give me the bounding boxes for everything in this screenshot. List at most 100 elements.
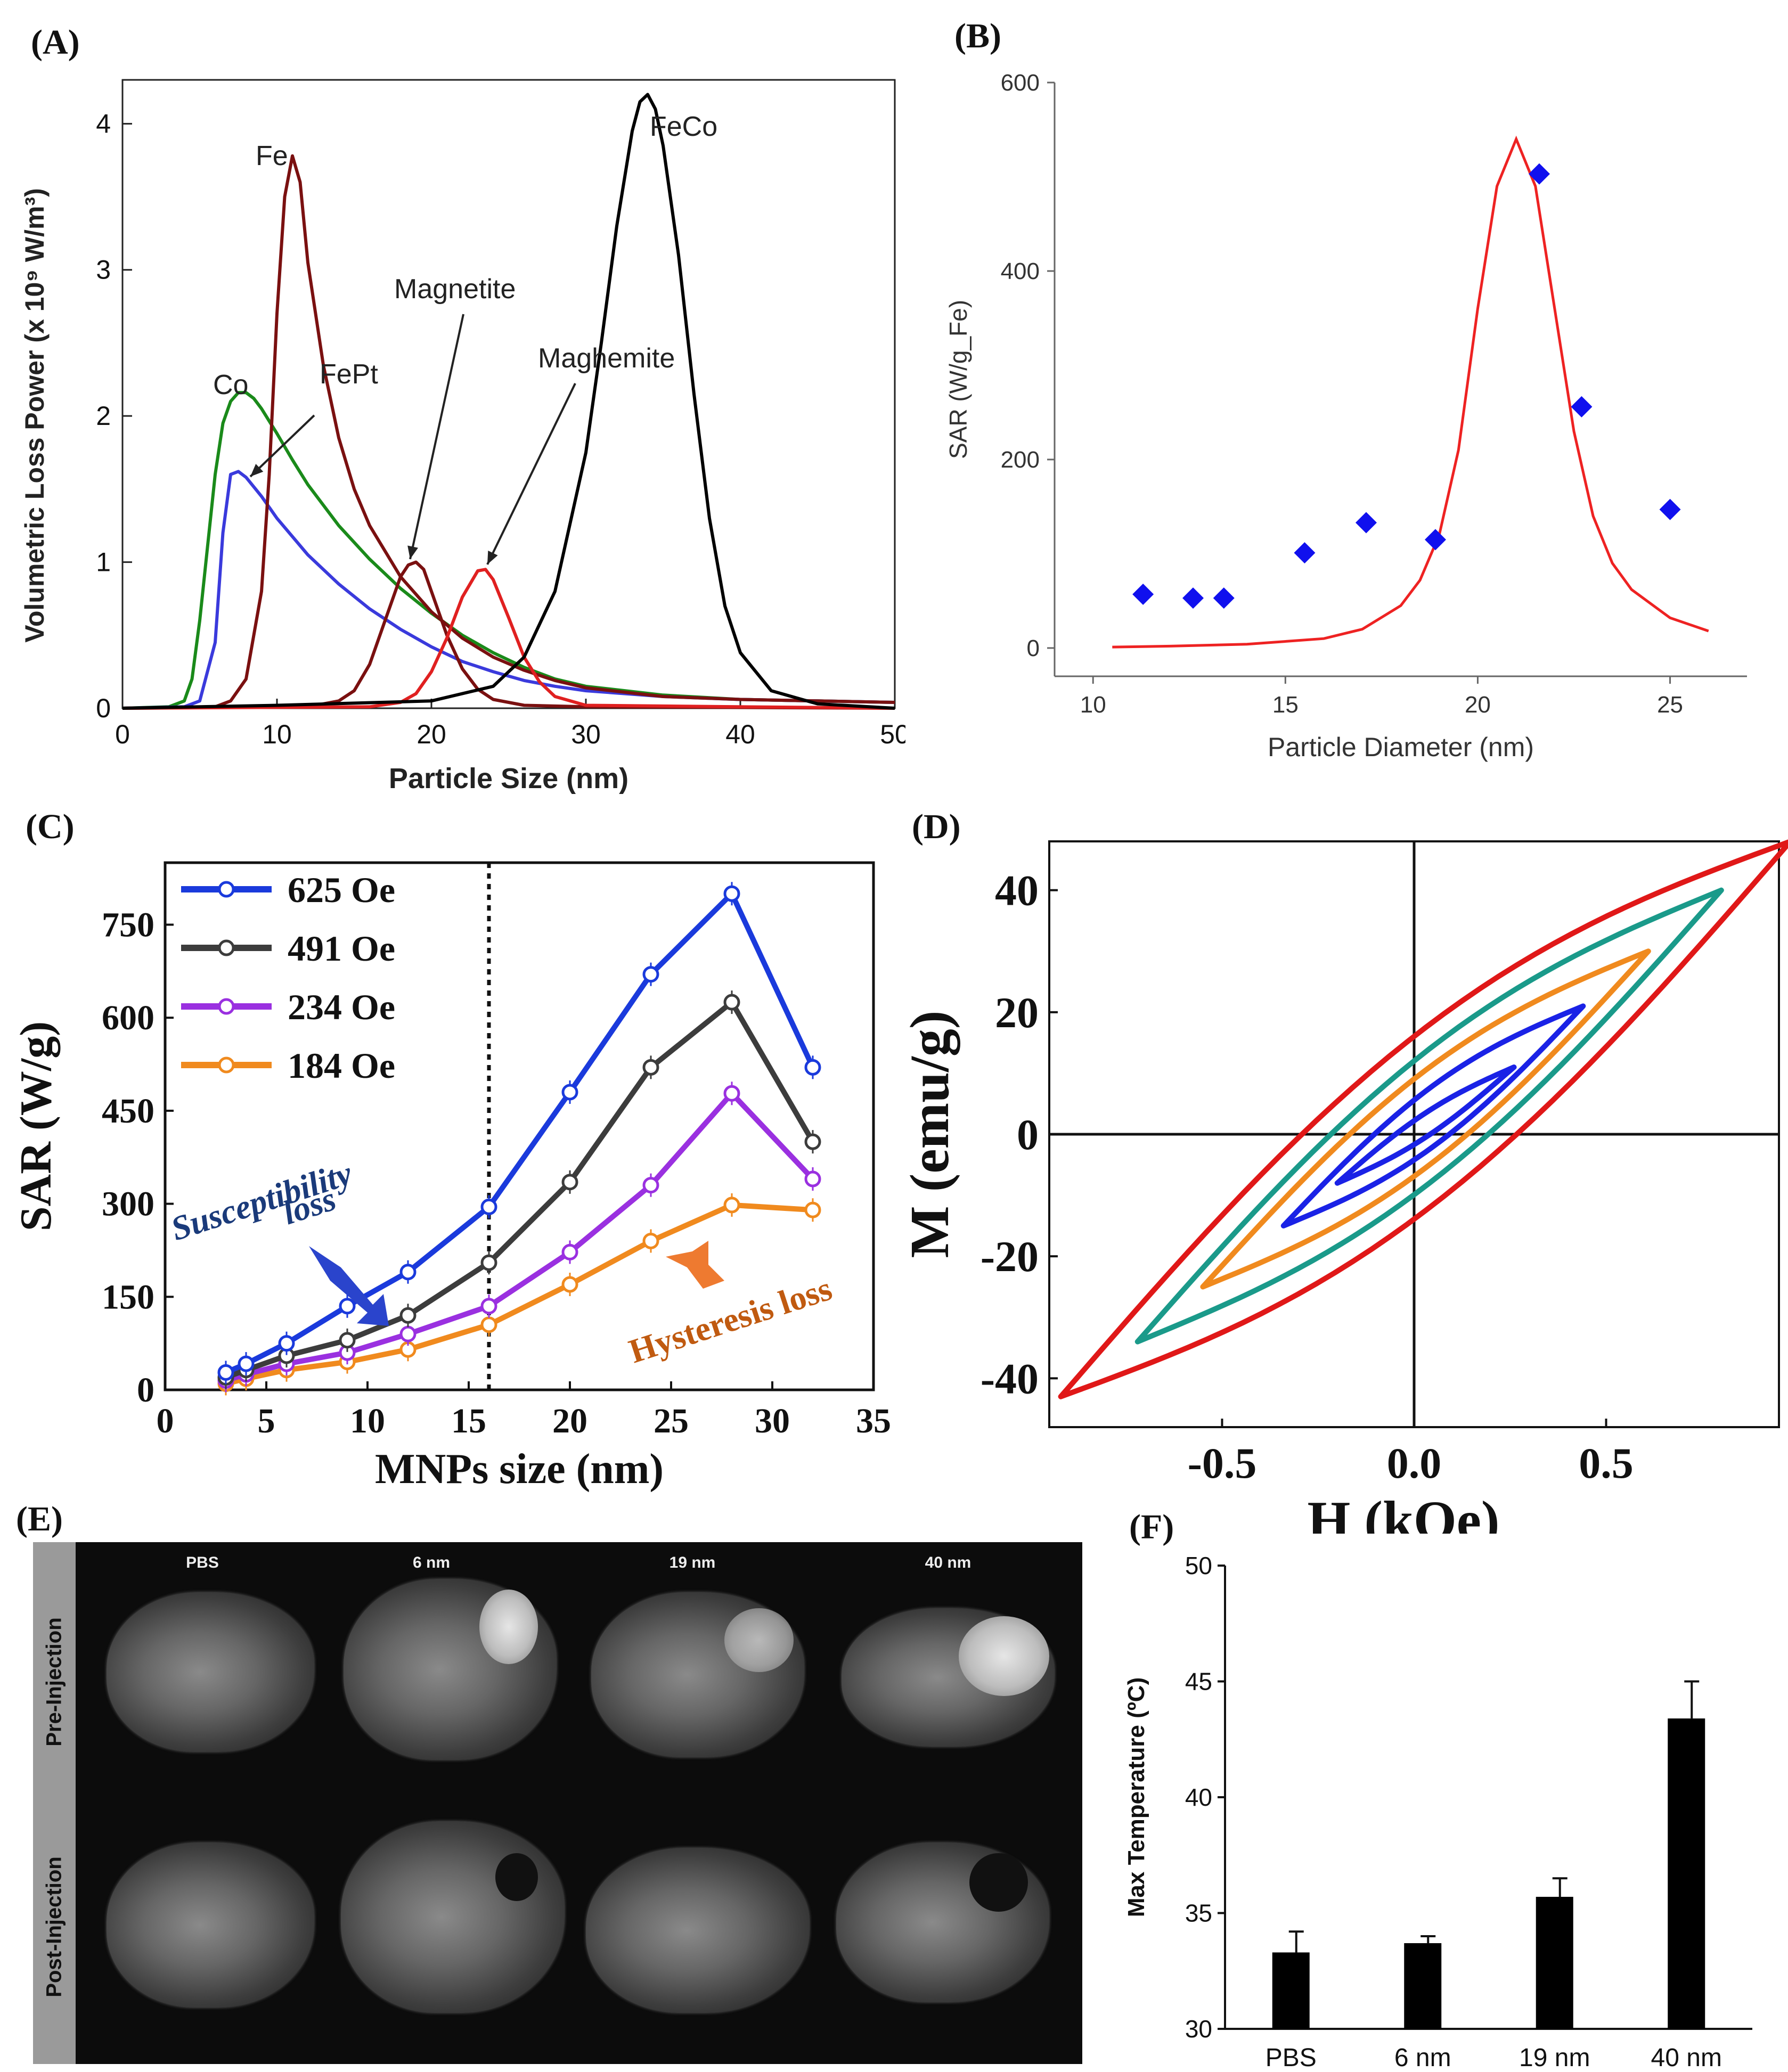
y-tick-label: 3 <box>96 255 111 285</box>
col-label-6nm: 6 nm <box>412 1554 451 1571</box>
x-tick-label: 50 <box>880 719 905 749</box>
x-tick-label: 0.5 <box>1579 1439 1634 1487</box>
x-tick-label: 20 <box>1465 692 1491 718</box>
x-tick-label: 40 <box>725 719 755 749</box>
annotation-arrow-hysteresis <box>666 1241 724 1289</box>
mri-scan-pbs-pre <box>107 1592 314 1752</box>
panel-label-c: (C) <box>26 807 75 846</box>
data-point-marker <box>642 1177 659 1194</box>
data-point-marker <box>278 1335 295 1352</box>
y-tick-label: 45 <box>1185 1668 1212 1696</box>
data-point-marker <box>804 1059 821 1076</box>
series-line-feco <box>122 93 895 710</box>
chart-f-max-temperature: 30 35 40 45 50 Max Temperature (ºC) PBS 6 nm 19 … <box>1123 1552 1752 2072</box>
y-tick-label: 0 <box>1017 1110 1039 1159</box>
x-tick-label: -0.5 <box>1188 1439 1257 1487</box>
y-tick-label: 600 <box>102 998 154 1037</box>
data-point-marker <box>480 1316 497 1333</box>
x-axis-label: Particle Size (nm) <box>389 763 628 795</box>
x-tick-label: 5 <box>258 1402 275 1440</box>
annotation-arrow-susceptibility <box>309 1246 389 1326</box>
x-tick-label: 6 nm <box>1394 2044 1451 2072</box>
data-point-marker <box>804 1170 821 1187</box>
y-tick-label: 0 <box>137 1371 154 1410</box>
data-point-marker <box>642 966 659 983</box>
annotation-arrow-1 <box>409 314 464 560</box>
hysteresis-loop-0 <box>1058 839 1788 1399</box>
data-point-diamond <box>1294 542 1316 564</box>
x-tick-label: 15 <box>1272 692 1299 718</box>
x-tick-label: 35 <box>856 1402 891 1440</box>
data-point-diamond <box>1529 163 1550 185</box>
bar-pbs <box>1272 1952 1310 2029</box>
row-label-post-injection: Post-Injection <box>42 1856 66 1997</box>
legend-marker-184-oe <box>218 1057 235 1074</box>
x-tick-label: 40 nm <box>1651 2044 1722 2072</box>
data-point-marker <box>480 1254 497 1271</box>
mri-scan-6nm-post <box>341 1821 565 2013</box>
x-tick-label: 0 <box>157 1402 174 1440</box>
y-tick-label: 50 <box>1185 1552 1212 1579</box>
data-point-marker <box>642 1059 659 1076</box>
chart-d-hysteresis: -0.5 0.0 0.5 -40 -20 0 20 40 H (kOe) M (emu/g) <box>905 839 1788 1534</box>
x-tick-label: 0.0 <box>1387 1439 1442 1487</box>
legend-label-234-oe: 234 Oe <box>288 987 395 1027</box>
data-point-diamond <box>1425 529 1446 551</box>
y-tick-label: -20 <box>981 1232 1039 1281</box>
data-point-marker <box>399 1307 417 1324</box>
y-axis-label: SAR (W/g) <box>11 1021 61 1231</box>
x-tick-label: 10 <box>262 719 292 749</box>
annotation-feco: FeCo <box>650 111 717 142</box>
legend-label-184-oe: 184 Oe <box>288 1045 395 1086</box>
data-point-marker <box>399 1325 417 1342</box>
panel-label-a: (A) <box>31 23 80 62</box>
y-tick-label: 400 <box>1001 258 1040 284</box>
panel-label-d: (D) <box>912 807 961 846</box>
mri-row-label-strip: Pre-Injection Post-Injection <box>33 1542 76 2064</box>
x-tick-label: 20 <box>552 1402 587 1440</box>
y-tick-label: 1 <box>96 547 111 577</box>
bar-40-nm <box>1668 1718 1705 2029</box>
series-line-co <box>122 391 895 710</box>
data-point-diamond <box>1213 587 1235 609</box>
series-line-234-oe <box>225 1091 815 1383</box>
y-tick-label: 150 <box>102 1277 154 1316</box>
mri-tumor-40nm-pre <box>959 1616 1049 1696</box>
y-tick-label: 0 <box>1027 635 1040 661</box>
annotation-arrowhead-2 <box>487 551 498 564</box>
data-point-marker <box>804 1201 821 1218</box>
col-label-pbs: PBS <box>186 1554 219 1571</box>
y-tick-label: 35 <box>1185 1899 1212 1927</box>
data-point-marker <box>339 1298 356 1315</box>
data-point-marker <box>723 1085 740 1102</box>
annotation-maghemite: Maghemite <box>538 343 675 374</box>
data-point-marker <box>561 1084 578 1101</box>
legend-label-625-oe: 625 Oe <box>288 870 395 910</box>
y-tick-label: 40 <box>1185 1783 1212 1811</box>
data-point-marker <box>480 1298 497 1315</box>
x-tick-label: PBS <box>1266 2044 1317 2072</box>
annotation-arrowhead-1 <box>407 545 418 559</box>
legend-marker-234-oe <box>218 998 235 1015</box>
y-tick-label: 0 <box>96 693 111 723</box>
y-axis-label: M (emu/g) <box>905 1011 960 1258</box>
row-label-pre-injection: Pre-Injection <box>42 1617 66 1747</box>
mri-tumor-19nm-pre <box>724 1608 794 1672</box>
mri-tumor-6nm-pre <box>479 1590 538 1664</box>
x-tick-label: 20 <box>417 719 446 749</box>
data-point-marker <box>804 1133 821 1150</box>
legend-marker-491-oe <box>218 939 235 956</box>
chart-b-sar-diameter: 10 15 20 25 0 200 400 600 Particle Diameter (nm)… <box>944 70 1747 762</box>
panel-label-b: (B) <box>954 17 1001 55</box>
panel-label-e: (E) <box>16 1500 63 1538</box>
y-tick-label: 600 <box>1001 70 1040 96</box>
x-tick-label: 0 <box>115 719 130 749</box>
y-tick-label: 450 <box>102 1092 154 1131</box>
fit-curve <box>1112 135 1709 649</box>
hysteresis-loop-2 <box>1200 948 1651 1290</box>
mri-scan-pbs-post <box>107 1842 314 2008</box>
annotation-co: Co <box>213 370 248 400</box>
x-tick-label: 19 nm <box>1519 2044 1590 2072</box>
hysteresis-loop-3 <box>1280 1003 1586 1229</box>
y-tick-label: -40 <box>981 1354 1039 1403</box>
